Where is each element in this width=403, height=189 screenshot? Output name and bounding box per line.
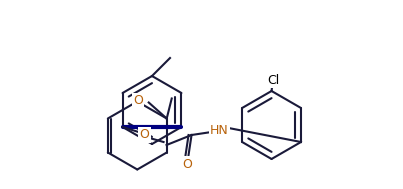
Text: O: O <box>139 129 150 142</box>
Text: Cl: Cl <box>268 74 280 87</box>
Text: O: O <box>133 94 143 107</box>
Text: O: O <box>183 157 193 170</box>
Text: HN: HN <box>210 123 229 136</box>
